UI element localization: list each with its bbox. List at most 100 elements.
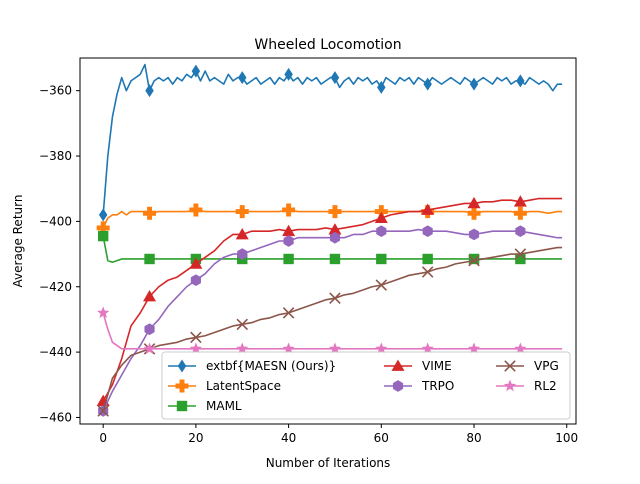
series-1-line [102,63,563,215]
y-tick-label: −460 [39,410,72,424]
series-6-marker [329,292,341,304]
series-5-marker [515,225,526,238]
series-3-marker [283,253,294,265]
series-5-marker [144,323,155,336]
axis-layer: 0 20 40 60 80 100 −460 −440 −420 −400 −380 −360 [39,84,578,445]
series-7-line [102,312,563,350]
series-4-marker [235,227,249,240]
series-4-marker [143,290,157,302]
y-tick-label: −440 [39,345,72,359]
series-3-marker [468,253,480,265]
series-4-marker [328,223,342,235]
series-3-marker [97,230,109,242]
series-2-marker [189,203,203,217]
legend-label: LatentSpace [206,379,281,393]
y-tick-label: −400 [39,214,72,228]
series-7-marker [328,342,342,355]
legend-swatch-marker [503,379,517,392]
legend-label: TRPO [421,379,454,393]
legend-entry: VIME [384,359,452,373]
series-2-group [96,203,563,235]
series-7-marker [143,342,156,355]
series-2-marker [374,205,388,219]
legend-swatch-marker [504,360,516,372]
chart-title: Wheeled Locomotion [254,37,401,53]
series-2-marker [143,206,157,220]
y-axis-label: Average Return [11,195,25,288]
x-axis-label: Number of Iterations [266,456,391,470]
series-7-marker [97,306,110,319]
series-6-marker [375,279,388,291]
series-1-marker [469,77,479,91]
legend-label: RL2 [534,379,557,393]
series-1-marker [145,84,154,98]
series-5-marker [329,231,341,244]
series-7-group [97,306,563,355]
legend-swatch-marker [391,359,405,371]
legend-entry: MAML [168,399,242,413]
series-5-marker [422,225,433,238]
legend-entry: VPG [496,359,559,373]
legend-swatch-marker [392,380,404,392]
series-5-marker [376,225,387,238]
x-tick-label: 100 [555,431,578,445]
series-5-marker [190,274,201,287]
legend-entry: RL2 [496,379,557,393]
legend-label: MAML [206,399,242,413]
series-1-marker [330,71,340,85]
x-tick-label: 60 [374,431,389,445]
legend-label: VIME [422,359,452,373]
series-6-marker [236,318,249,331]
series-3-marker [144,253,155,265]
legend-swatch-marker [175,379,189,393]
plot-area-frame [79,57,577,425]
series-6-marker [514,248,527,260]
series-1-marker [423,77,432,91]
series-2-marker [96,221,110,235]
series-2-marker [467,206,481,220]
series-2-marker [513,206,527,220]
legend-swatch-marker [176,400,188,412]
y-tick-label: −380 [39,149,72,163]
series-3-marker [515,253,526,265]
legend-entry: extbf{MAESN (Ours)} [168,359,336,373]
series-1-marker [238,71,247,85]
series-1-marker [516,74,525,88]
series-7-marker [236,342,249,355]
series-6-marker [190,331,202,344]
series-layer [96,63,563,417]
series-1-marker [284,67,293,81]
series-7-marker [375,342,388,355]
series-7-marker [421,342,434,355]
series-5-marker [283,235,294,247]
x-tick-label: 20 [188,431,203,445]
series-2-marker [328,205,342,219]
series-1-marker [98,208,108,222]
series-6-marker [282,307,295,319]
series-4-marker [421,203,435,215]
series-4-marker [513,195,527,207]
series-6-marker [468,254,480,267]
x-tick-label: 80 [466,431,481,445]
legend-entry: LatentSpace [168,379,281,393]
y-tick-label: −360 [39,84,72,98]
series-2-marker [235,205,249,219]
legend-box [161,351,571,420]
series-4-marker [189,257,203,269]
series-1-marker [377,80,386,94]
series-1-marker [191,64,201,78]
series-7-marker [467,342,481,355]
legend-entry: TRPO [384,379,454,393]
series-3-marker [422,253,433,265]
series-3-marker [376,253,387,265]
legend-label: extbf{MAESN (Ours)} [206,359,336,373]
x-tick-label: 0 [99,431,107,445]
series-7-marker [514,342,527,355]
series-6-marker [97,405,109,417]
series-5-marker [237,248,248,260]
y-tick-label: −420 [39,280,72,294]
series-4-marker [467,196,481,209]
series-6-marker [421,266,434,278]
